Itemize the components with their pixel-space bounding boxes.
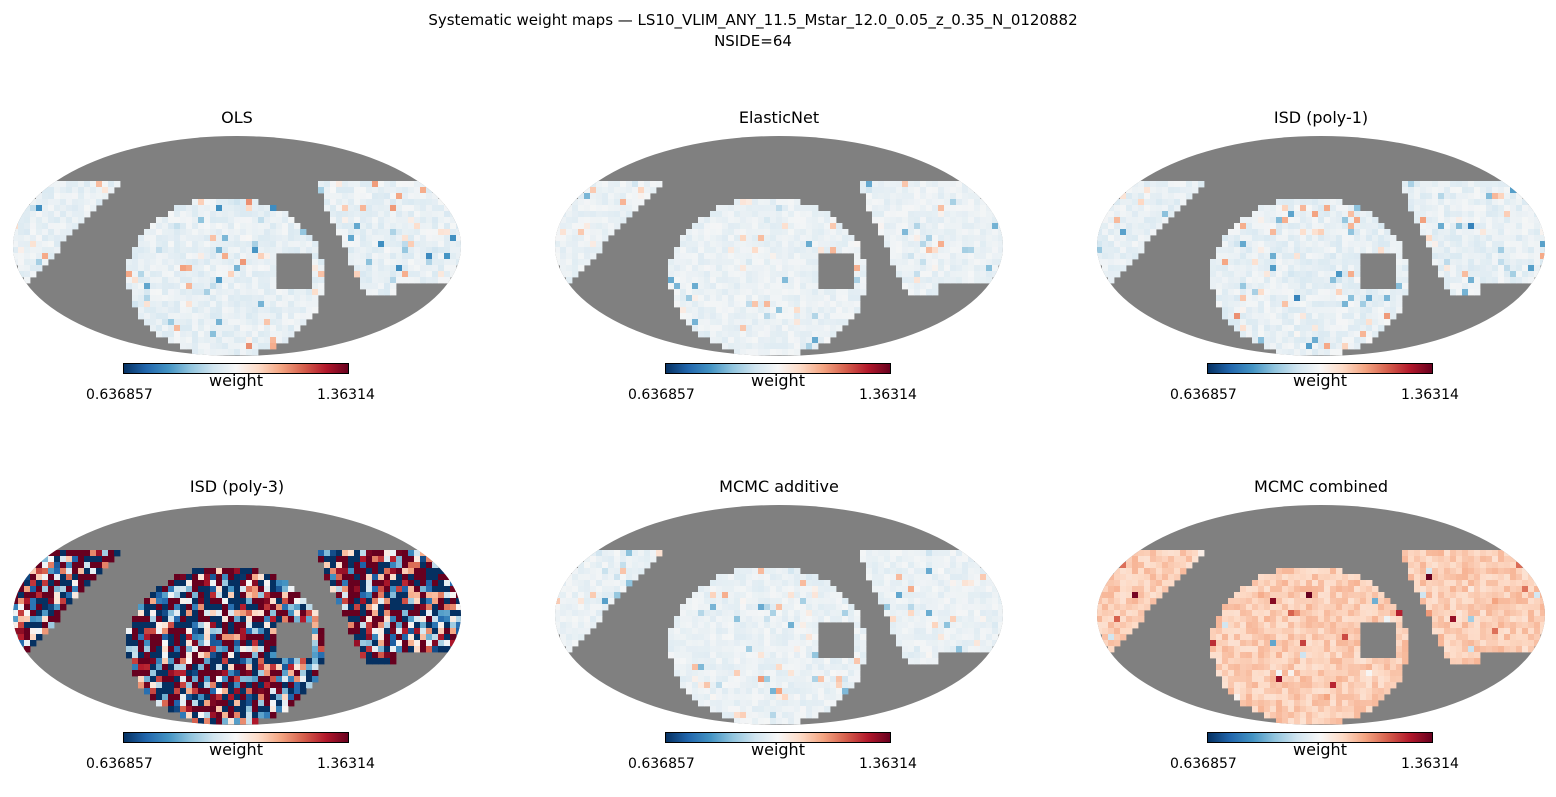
mollweide-map — [12, 133, 462, 359]
colorbar-max-tick: 1.36314 — [1401, 386, 1459, 404]
colorbar-label: weight — [1207, 740, 1433, 760]
colorbar-label: weight — [665, 740, 891, 760]
mollweide-map — [554, 133, 1004, 359]
colorbar-min-tick: 0.636857 — [1170, 386, 1237, 404]
figure-title-line2: NSIDE=64 — [0, 31, 1506, 52]
colorbar-min-tick: 0.636857 — [628, 386, 695, 404]
colorbar-label: weight — [123, 371, 349, 391]
map-panel-title: ElasticNet — [554, 108, 1004, 128]
colorbar-max-tick: 1.36314 — [317, 386, 375, 404]
colorbar-min-tick: 0.636857 — [628, 755, 695, 773]
map-panel-title: ISD (poly-3) — [12, 477, 462, 497]
colorbar-label: weight — [1207, 371, 1433, 391]
colorbar-max-tick: 1.36314 — [859, 755, 917, 773]
colorbar-max-tick: 1.36314 — [859, 386, 917, 404]
mollweide-map — [1096, 133, 1546, 359]
colorbar-min-tick: 0.636857 — [86, 755, 153, 773]
colorbar-label: weight — [665, 371, 891, 391]
colorbar-min-tick: 0.636857 — [1170, 755, 1237, 773]
colorbar-label: weight — [123, 740, 349, 760]
figure-title: Systematic weight maps — LS10_VLIM_ANY_1… — [0, 10, 1506, 52]
figure-title-line1: Systematic weight maps — LS10_VLIM_ANY_1… — [0, 10, 1506, 31]
mollweide-map — [554, 502, 1004, 728]
map-panel-title: MCMC additive — [554, 477, 1004, 497]
mollweide-map — [12, 502, 462, 728]
map-panel-title: MCMC combined — [1096, 477, 1546, 497]
colorbar-max-tick: 1.36314 — [317, 755, 375, 773]
colorbar-min-tick: 0.636857 — [86, 386, 153, 404]
map-panel-title: ISD (poly-1) — [1096, 108, 1546, 128]
map-panel-title: OLS — [12, 108, 462, 128]
mollweide-map — [1096, 502, 1546, 728]
colorbar-max-tick: 1.36314 — [1401, 755, 1459, 773]
